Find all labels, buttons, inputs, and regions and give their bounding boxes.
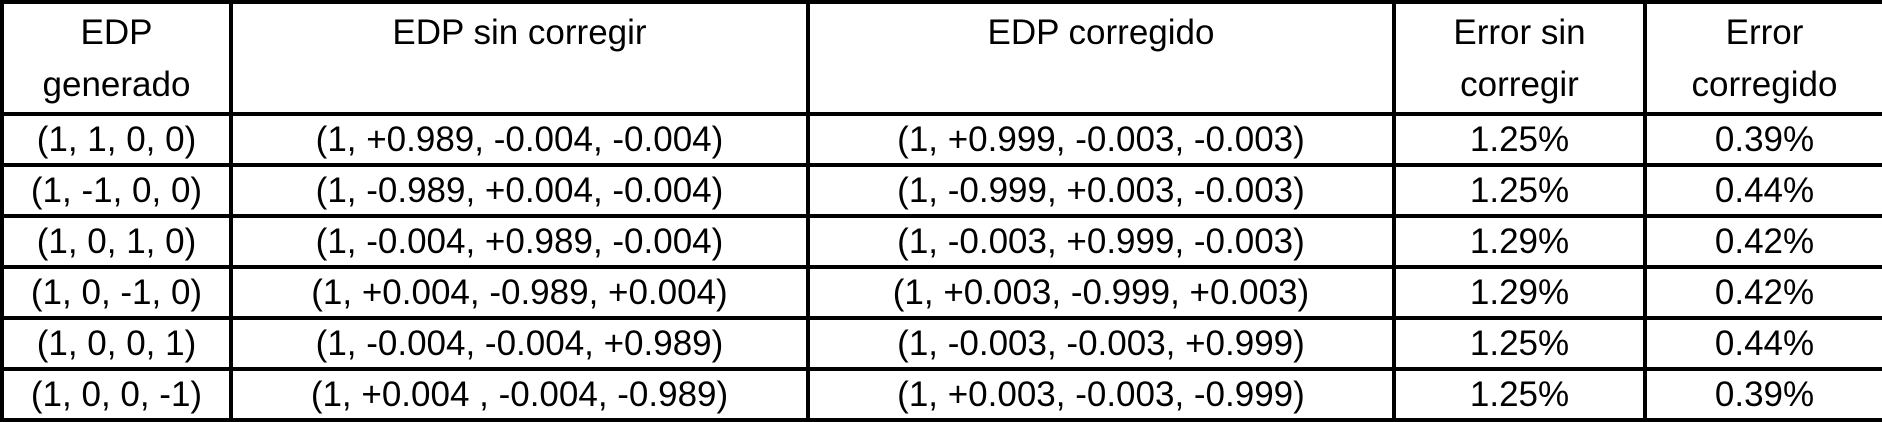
- table-cell: (1, 0, -1, 0): [0, 265, 233, 320]
- column-header-edp-sin-corregir: EDP sin corregir: [229, 0, 810, 116]
- header-line: Error sin: [1453, 13, 1586, 52]
- table-cell: (1, 0, 1, 0): [0, 214, 233, 269]
- table-cell: (1, 0, 0, 1): [0, 316, 233, 371]
- table-cell: 0.42%: [1643, 265, 1882, 320]
- table-cell: (1, +0.004, -0.989, +0.004): [229, 265, 810, 320]
- header-line: generado: [42, 65, 191, 104]
- table-cell: (1, +0.003, -0.999, +0.003): [806, 265, 1396, 320]
- table-cell: (1, -0.003, +0.999, -0.003): [806, 214, 1396, 269]
- table-row: (1, -1, 0, 0) (1, -0.989, +0.004, -0.004…: [0, 163, 1882, 218]
- table-cell: 0.44%: [1643, 163, 1882, 218]
- table-cell: 1.25%: [1392, 316, 1647, 371]
- table-row: (1, 1, 0, 0) (1, +0.989, -0.004, -0.004)…: [0, 112, 1882, 167]
- table-cell: 0.44%: [1643, 316, 1882, 371]
- table-cell: (1, +0.004 , -0.004, -0.989): [229, 367, 810, 422]
- column-header-edp-generado: EDP generado: [0, 0, 233, 116]
- table-cell: (1, 1, 0, 0): [0, 112, 233, 167]
- header-line: Error: [1725, 13, 1804, 52]
- table-row: (1, 0, -1, 0) (1, +0.004, -0.989, +0.004…: [0, 265, 1882, 320]
- header-line: corregir: [1460, 65, 1579, 104]
- table-cell: 0.39%: [1643, 367, 1882, 422]
- table-cell: (1, -0.999, +0.003, -0.003): [806, 163, 1396, 218]
- header-line: corregido: [1691, 65, 1838, 104]
- table-cell: 0.39%: [1643, 112, 1882, 167]
- table-cell: (1, 0, 0, -1): [0, 367, 233, 422]
- table-cell: (1, +0.999, -0.003, -0.003): [806, 112, 1396, 167]
- table-cell: 1.29%: [1392, 265, 1647, 320]
- table-cell: (1, -1, 0, 0): [0, 163, 233, 218]
- header-line: EDP: [80, 13, 153, 52]
- header-line: EDP sin corregir: [392, 13, 647, 52]
- column-header-error-corregido: Error corregido: [1643, 0, 1882, 116]
- table-row: (1, 0, 0, -1) (1, +0.004 , -0.004, -0.98…: [0, 367, 1882, 422]
- table-cell: 1.25%: [1392, 112, 1647, 167]
- column-header-edp-corregido: EDP corregido: [806, 0, 1396, 116]
- table-cell: (1, -0.003, -0.003, +0.999): [806, 316, 1396, 371]
- header-row: EDP generado EDP sin corregir EDP correg…: [0, 0, 1882, 116]
- table-cell: (1, +0.989, -0.004, -0.004): [229, 112, 810, 167]
- table-cell: 1.25%: [1392, 163, 1647, 218]
- column-header-error-sin-corregir: Error sin corregir: [1392, 0, 1647, 116]
- header-line: EDP corregido: [987, 13, 1215, 52]
- table-cell: (1, -0.989, +0.004, -0.004): [229, 163, 810, 218]
- table-row: (1, 0, 1, 0) (1, -0.004, +0.989, -0.004)…: [0, 214, 1882, 269]
- table-cell: (1, -0.004, +0.989, -0.004): [229, 214, 810, 269]
- table-cell: (1, +0.003, -0.003, -0.999): [806, 367, 1396, 422]
- table-cell: 1.29%: [1392, 214, 1647, 269]
- table-cell: 1.25%: [1392, 367, 1647, 422]
- table-row: (1, 0, 0, 1) (1, -0.004, -0.004, +0.989)…: [0, 316, 1882, 371]
- table-cell: 0.42%: [1643, 214, 1882, 269]
- table-cell: (1, -0.004, -0.004, +0.989): [229, 316, 810, 371]
